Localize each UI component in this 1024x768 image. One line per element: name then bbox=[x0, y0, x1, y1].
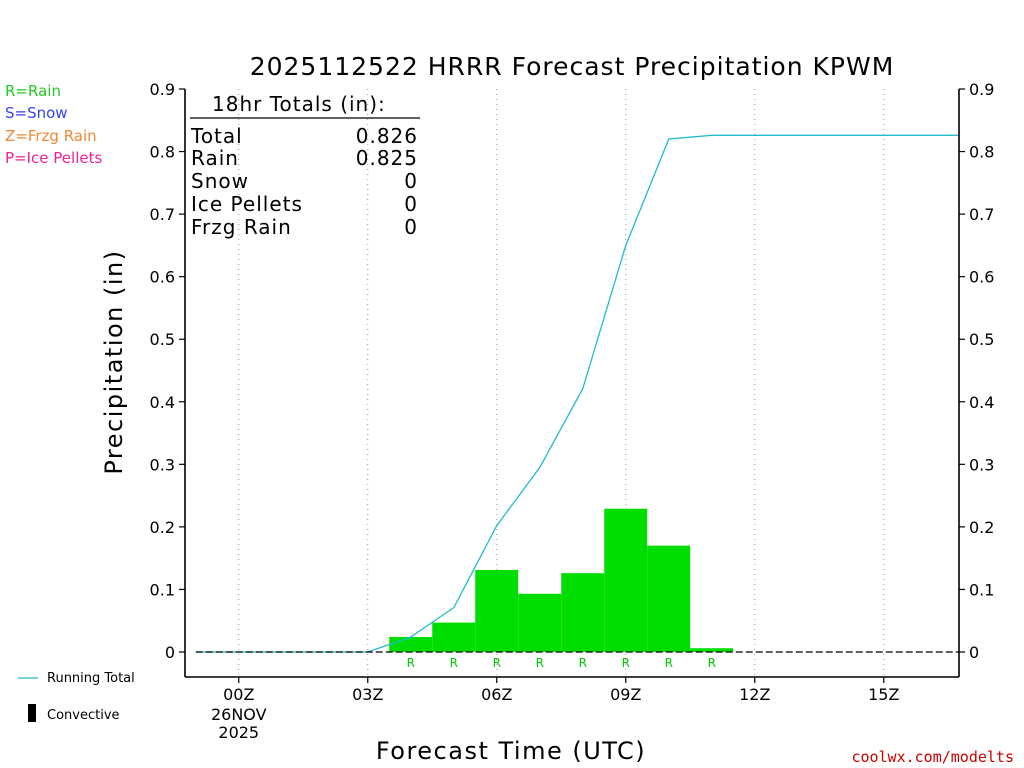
precip-bar-3 bbox=[518, 593, 562, 652]
convective-legend-swatch bbox=[28, 704, 36, 722]
chart-title: 2025112522 HRRR Forecast Precipitation K… bbox=[250, 52, 895, 81]
totals-rain-label: Rain bbox=[191, 146, 239, 170]
precip-type-legend: R=Rain S=Snow Z=Frzg Rain P=Ice Pellets bbox=[5, 82, 102, 167]
legend-freezing-rain: Z=Frzg Rain bbox=[5, 127, 97, 145]
credit-link[interactable]: coolwx.com/modelts bbox=[851, 748, 1014, 766]
totals-snow-label: Snow bbox=[191, 169, 249, 193]
totals-ice-pellets-value: 0 bbox=[404, 192, 418, 216]
precip-bar-6 bbox=[647, 545, 691, 652]
x-tick-label-03z: 03Z bbox=[352, 685, 383, 704]
y-tick-label-left-4: 0.4 bbox=[150, 393, 175, 412]
legend-rain: R=Rain bbox=[5, 82, 61, 100]
y-tick-label-left-9: 0.9 bbox=[150, 80, 175, 99]
y-tick-label-left-1: 0.1 bbox=[150, 580, 175, 599]
totals-total-label: Total bbox=[190, 124, 243, 148]
precip-bar-0 bbox=[389, 636, 433, 652]
precip-type-label-7: R bbox=[708, 656, 716, 670]
y-tick-label-right-2: 0.2 bbox=[969, 518, 994, 537]
running-total-legend-label: Running Total bbox=[47, 671, 135, 686]
totals-box: 18hr Totals (in): Total 0.826 Rain 0.825… bbox=[190, 92, 420, 239]
totals-frzg-rain-value: 0 bbox=[404, 215, 418, 239]
totals-total-value: 0.826 bbox=[356, 124, 418, 148]
totals-ice-pellets-label: Ice Pellets bbox=[191, 192, 303, 216]
series-legend: Running Total Convective bbox=[18, 671, 135, 723]
y-tick-label-right-6: 0.6 bbox=[969, 268, 994, 287]
totals-frzg-rain-label: Frzg Rain bbox=[191, 215, 292, 239]
y-tick-label-right-0: 0 bbox=[969, 643, 979, 662]
y-tick-label-left-3: 0.3 bbox=[150, 455, 175, 474]
x-axis-title: Forecast Time (UTC) bbox=[376, 737, 646, 765]
precip-bar-5 bbox=[604, 508, 648, 652]
legend-snow: S=Snow bbox=[5, 104, 68, 122]
running-total-line bbox=[195, 134, 959, 653]
x-tick-label-09z: 09Z bbox=[610, 685, 641, 704]
y-tick-label-right-9: 0.9 bbox=[969, 80, 994, 99]
y-tick-label-right-1: 0.1 bbox=[969, 580, 994, 599]
y-tick-label-left-0: 0 bbox=[165, 643, 175, 662]
precip-type-label-6: R bbox=[665, 656, 673, 670]
precip-bar-4 bbox=[561, 573, 605, 652]
y-tick-label-right-8: 0.8 bbox=[969, 143, 994, 162]
precip-type-label-4: R bbox=[579, 656, 587, 670]
y-tick-label-right-5: 0.5 bbox=[969, 330, 994, 349]
totals-header: 18hr Totals (in): bbox=[212, 92, 386, 116]
y-tick-label-right-3: 0.3 bbox=[969, 455, 994, 474]
precip-bar-1 bbox=[432, 622, 476, 652]
y-tick-label-left-2: 0.2 bbox=[150, 518, 175, 537]
convective-legend-label: Convective bbox=[47, 708, 120, 723]
x-tick-sublabel-0-1: 2025 bbox=[218, 723, 259, 742]
totals-rain-value: 0.825 bbox=[356, 146, 418, 170]
x-tick-label-00z: 00Z bbox=[223, 685, 254, 704]
x-tick-label-15z: 15Z bbox=[868, 685, 899, 704]
precip-type-label-2: R bbox=[493, 656, 501, 670]
precip-bar-2 bbox=[475, 570, 519, 652]
running-total-series bbox=[195, 134, 959, 653]
x-tick-sublabel-0-0: 26NOV bbox=[211, 705, 267, 724]
y-tick-label-left-5: 0.5 bbox=[150, 330, 175, 349]
precip-bar-7 bbox=[690, 648, 734, 652]
legend-ice-pellets: P=Ice Pellets bbox=[5, 149, 102, 167]
precip-type-label-5: R bbox=[622, 656, 630, 670]
y-tick-label-left-7: 0.7 bbox=[150, 205, 175, 224]
plot-axes: 0 00.1 0.10.2 0.20.3 0.30.4 0.40.5 0.50.6 0.60.… bbox=[150, 80, 995, 742]
x-tick-label-06z: 06Z bbox=[481, 685, 512, 704]
x-tick-label-12z: 12Z bbox=[739, 685, 770, 704]
precip-type-label-3: R bbox=[536, 656, 544, 670]
precip-type-label-0: R bbox=[407, 656, 415, 670]
y-tick-label-left-6: 0.6 bbox=[150, 268, 175, 287]
y-tick-label-right-4: 0.4 bbox=[969, 393, 994, 412]
y-tick-label-right-7: 0.7 bbox=[969, 205, 994, 224]
y-tick-label-left-8: 0.8 bbox=[150, 143, 175, 162]
totals-snow-value: 0 bbox=[404, 169, 418, 193]
precip-type-label-1: R bbox=[450, 656, 458, 670]
y-axis-title: Precipitation (in) bbox=[100, 249, 128, 474]
